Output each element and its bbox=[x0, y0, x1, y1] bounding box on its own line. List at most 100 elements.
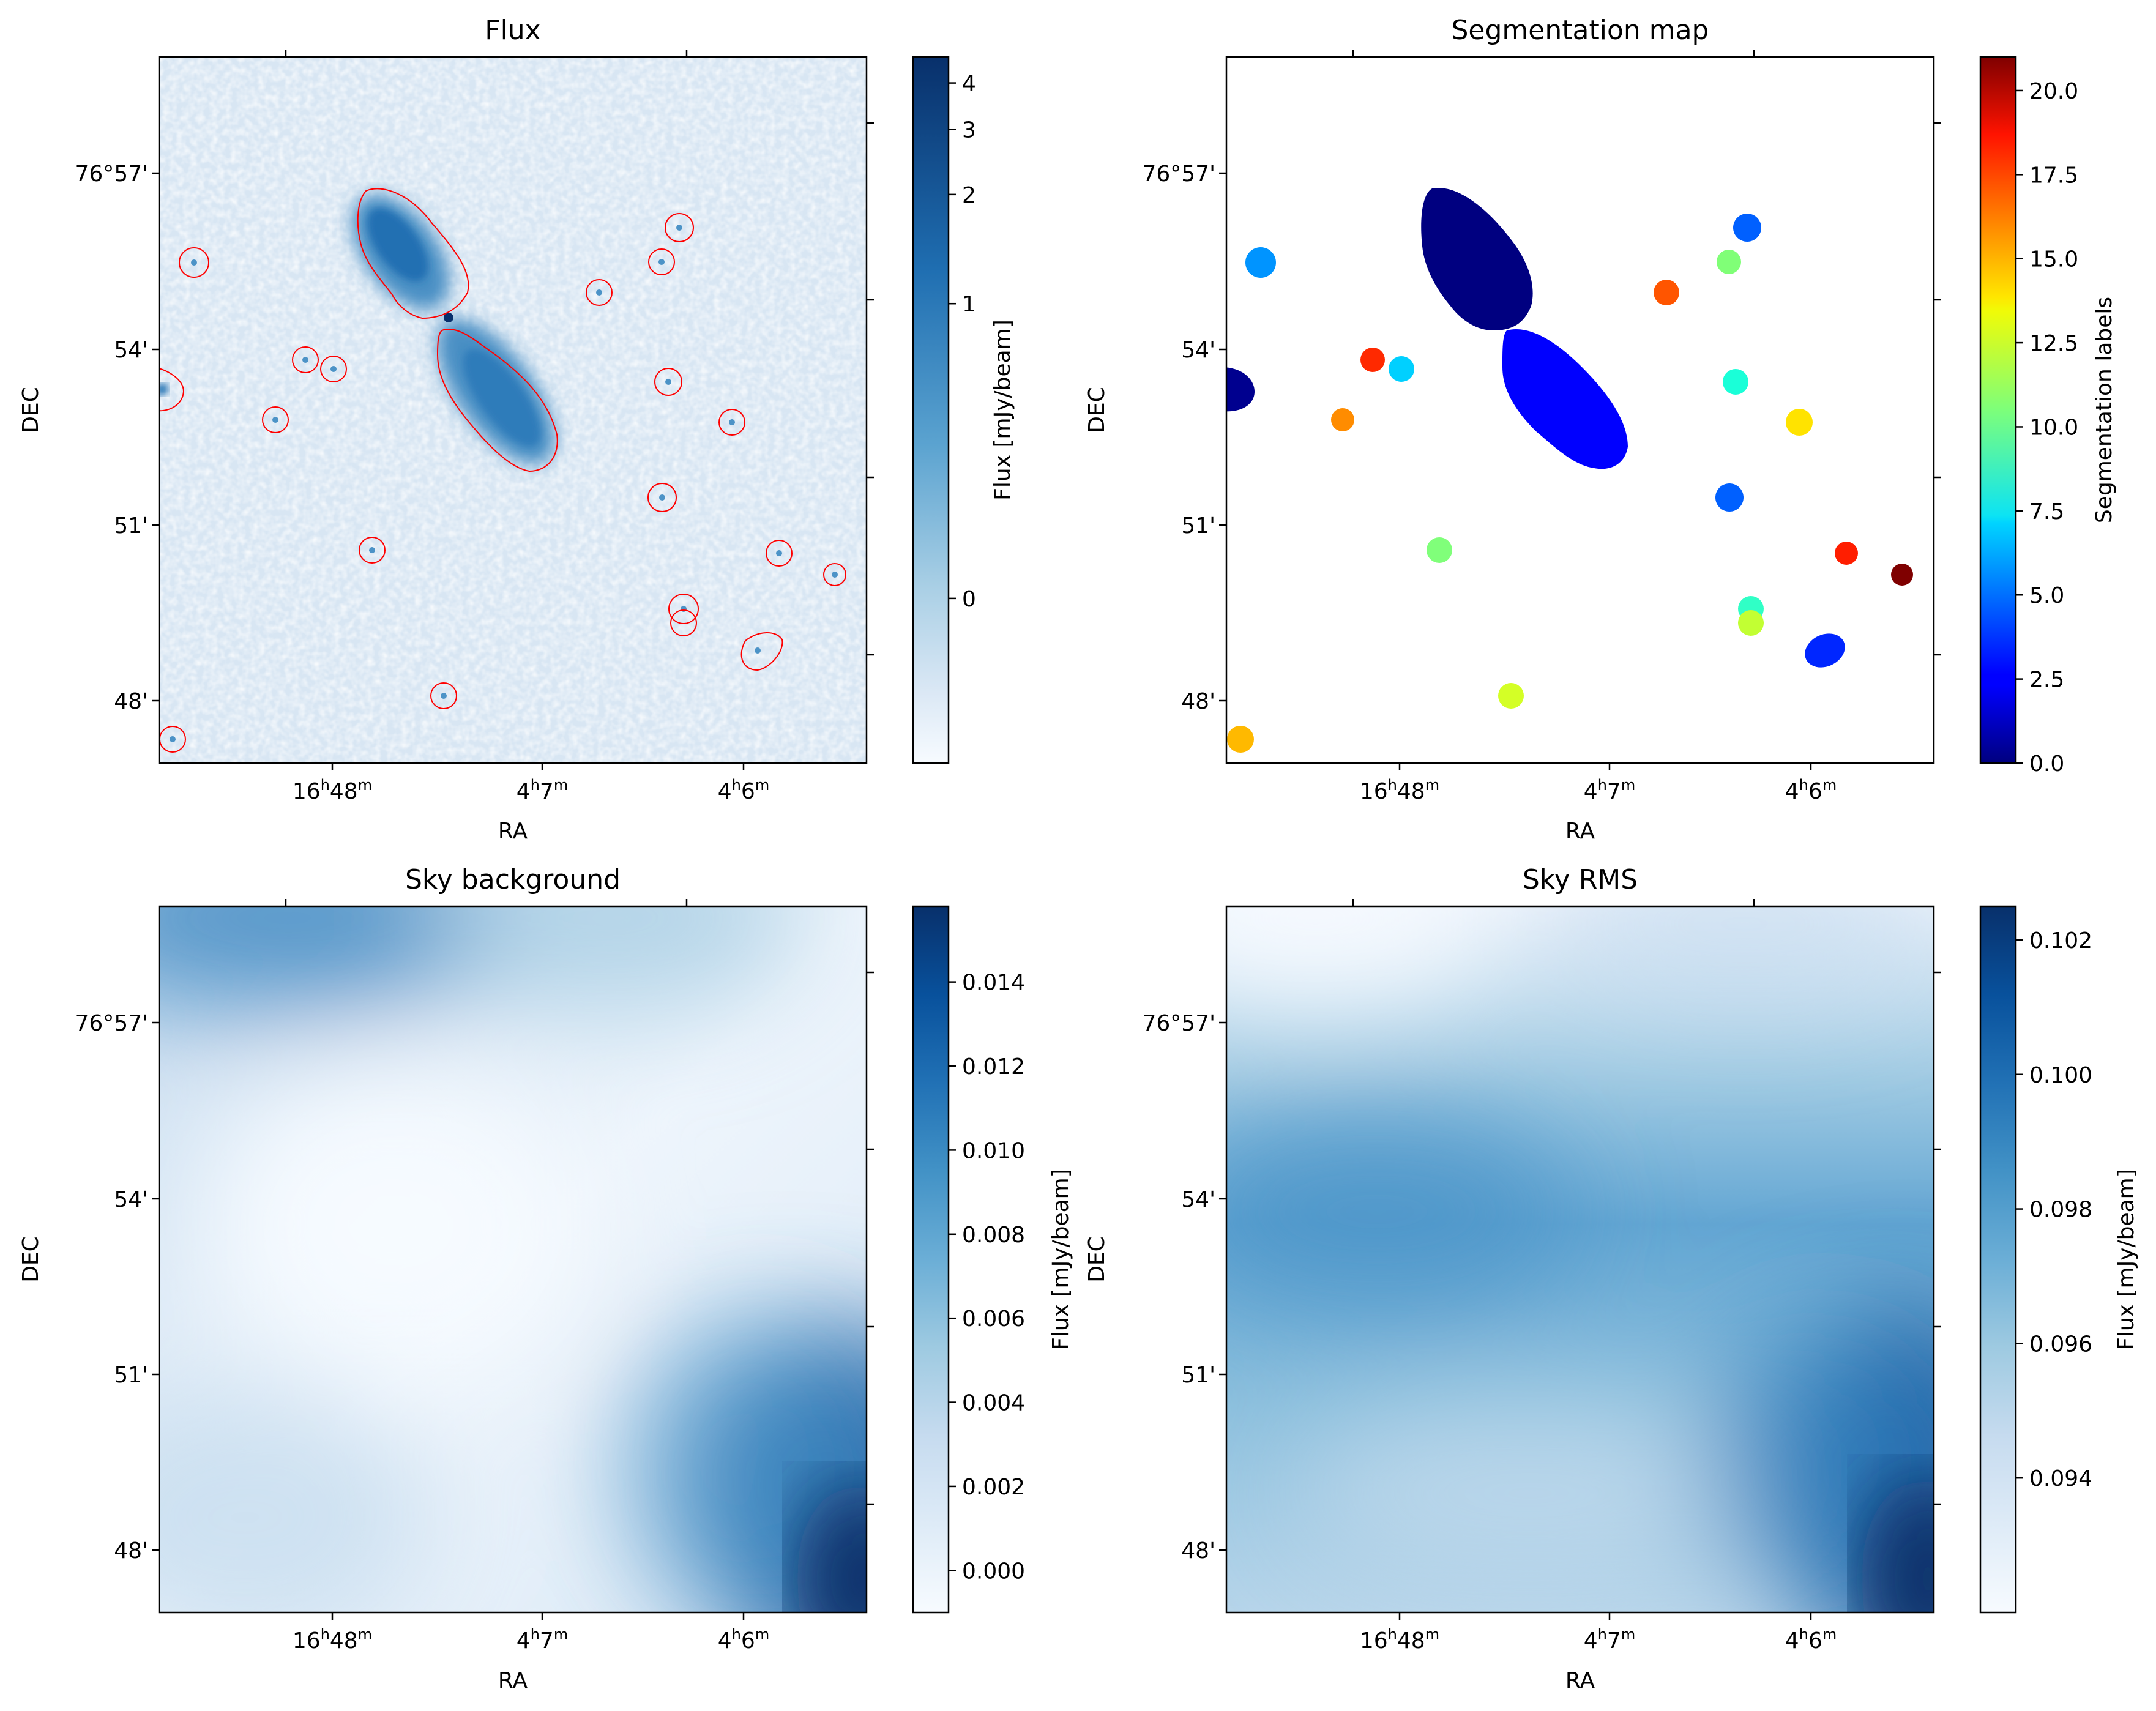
segment-blob bbox=[1227, 726, 1254, 753]
segment-blob bbox=[1717, 250, 1741, 274]
compact-source bbox=[676, 225, 682, 231]
colorbar-tick-label: 5.0 bbox=[2029, 583, 2064, 608]
skyrms-ylabel: DEC bbox=[1084, 1236, 1110, 1283]
colorbar-tick-label: 12.5 bbox=[2029, 331, 2078, 356]
flux-axes-frame bbox=[158, 56, 868, 764]
colorbar-tick-label: 0.006 bbox=[962, 1307, 1025, 1332]
colorbar-tick-label: 17.5 bbox=[2029, 163, 2078, 188]
compact-source bbox=[170, 736, 176, 742]
x-tick-label: 4h6m bbox=[1785, 1626, 1837, 1653]
x-tick-label: 4h7m bbox=[517, 777, 568, 804]
skybg-title: Sky background bbox=[405, 864, 621, 895]
compact-source bbox=[330, 366, 337, 372]
x-tick-label: 16h48m bbox=[1360, 1626, 1439, 1653]
colorbar-tick-label: 1 bbox=[962, 292, 976, 317]
y-tick-label: 76°57' bbox=[1142, 1011, 1215, 1036]
compact-source bbox=[369, 547, 375, 553]
flux-title: Flux bbox=[485, 15, 540, 46]
skyrms-colorbar-label: Flux [mJy/beam] bbox=[2114, 1169, 2139, 1350]
skyrms-axes-frame bbox=[1225, 905, 1935, 1614]
compact-source bbox=[729, 419, 735, 425]
colorbar-tick-label: 0.002 bbox=[962, 1475, 1025, 1500]
colorbar-tick-label: 0.012 bbox=[962, 1054, 1025, 1079]
x-tick-label: 16h48m bbox=[1360, 777, 1439, 804]
compact-source bbox=[681, 606, 687, 612]
colorbar-tick-label: 2 bbox=[962, 183, 976, 208]
seg-axes-frame bbox=[1225, 56, 1935, 764]
x-tick-label: 4h6m bbox=[718, 1626, 769, 1653]
compact-source bbox=[665, 379, 671, 385]
colorbar-tick-label: 15.0 bbox=[2029, 247, 2078, 272]
flux-ticks: 16h48m 4h7m 4h6m 76°57' 54' 51' 48' bbox=[75, 50, 874, 804]
compact-source bbox=[658, 259, 665, 265]
flux-xlabel: RA bbox=[498, 819, 528, 844]
y-tick-label: 54' bbox=[114, 1187, 148, 1212]
skybg-colorbar-label: Flux [mJy/beam] bbox=[1048, 1169, 1073, 1350]
skyrms-ticks: 16h48m 4h7m 4h6m 76°57' 54' 51' 48' bbox=[1142, 899, 1941, 1653]
segment-blob bbox=[1733, 214, 1761, 242]
colorbar-tick-label: 2.5 bbox=[2029, 668, 2064, 693]
colorbar-tick-label: 4 bbox=[962, 72, 976, 97]
y-tick-label: 51' bbox=[1181, 1363, 1215, 1388]
x-tick-label: 4h7m bbox=[517, 1626, 568, 1653]
y-tick-label: 48' bbox=[114, 689, 148, 714]
segmentation-image bbox=[1226, 57, 1934, 763]
segment-blob bbox=[1654, 280, 1679, 305]
segment-blob bbox=[1389, 356, 1414, 382]
compact-source bbox=[302, 357, 308, 363]
segment-label-1 bbox=[1226, 367, 1255, 412]
y-tick-label: 48' bbox=[114, 1538, 148, 1564]
y-tick-label: 54' bbox=[1181, 338, 1215, 363]
segment-blob bbox=[1805, 633, 1845, 668]
segment-blob bbox=[1738, 610, 1764, 636]
segment-blob bbox=[1723, 369, 1748, 395]
skyrms-colorbar bbox=[1979, 905, 2017, 1614]
y-tick-label: 54' bbox=[1181, 1187, 1215, 1212]
seg-colorbar-label: Segmentation labels bbox=[2092, 297, 2117, 523]
skybg-image bbox=[159, 906, 867, 1612]
panel-sky-background: Sky background RA DEC 16h48m 4h7m 4h6m 76°5… bbox=[18, 864, 1073, 1693]
skybg-axes-frame bbox=[158, 905, 868, 1614]
colorbar-tick-label: 0.098 bbox=[2029, 1198, 2092, 1223]
x-tick-label: 4h6m bbox=[1785, 777, 1837, 804]
y-tick-label: 48' bbox=[1181, 1538, 1215, 1564]
y-tick-label: 48' bbox=[1181, 689, 1215, 714]
y-tick-label: 51' bbox=[114, 513, 148, 539]
y-tick-label: 76°57' bbox=[75, 162, 148, 187]
segment-blob bbox=[1786, 409, 1813, 436]
y-tick-label: 51' bbox=[1181, 513, 1215, 539]
compact-source bbox=[191, 259, 197, 266]
compact-source bbox=[596, 289, 602, 296]
y-tick-label: 76°57' bbox=[75, 1011, 148, 1036]
x-tick-label: 16h48m bbox=[293, 1626, 372, 1653]
seg-ylabel: DEC bbox=[1084, 387, 1110, 433]
segment-blob bbox=[1245, 247, 1276, 278]
segment-blob bbox=[1835, 542, 1858, 565]
colorbar-tick-label: 3 bbox=[962, 117, 976, 143]
segment-blob bbox=[1498, 683, 1524, 709]
skyrms-title: Sky RMS bbox=[1523, 864, 1638, 895]
colorbar-tick-label: 0.096 bbox=[2029, 1332, 2092, 1357]
skyrms-colorbar-ticks: 0.094 0.096 0.098 0.100 0.102 bbox=[2016, 928, 2092, 1491]
y-tick-label: 51' bbox=[114, 1363, 148, 1388]
segment-blob bbox=[1427, 537, 1452, 563]
compact-source bbox=[441, 693, 447, 699]
compact-source bbox=[659, 494, 665, 501]
skybg-colorbar-ticks: 0.000 0.002 0.004 0.006 0.008 0.010 0.012 0.014 bbox=[949, 971, 1025, 1584]
compact-source bbox=[272, 417, 278, 423]
colorbar-tick-label: 0.100 bbox=[2029, 1063, 2092, 1088]
panel-sky-rms: Sky RMS RA DEC 16h48m 4h7m 4h6m 76°57' 54' 51… bbox=[1084, 864, 2139, 1693]
seg-ticks: 16h48m 4h7m 4h6m 76°57' 54' 51' 48' bbox=[1142, 50, 1941, 804]
flux-colorbar-ticks: 0 1 2 3 4 bbox=[949, 72, 976, 612]
colorbar-tick-label: 0.008 bbox=[962, 1223, 1025, 1248]
skybg-colorbar bbox=[912, 905, 950, 1614]
colorbar-tick-label: 7.5 bbox=[2029, 499, 2064, 524]
colorbar-tick-label: 0.094 bbox=[2029, 1466, 2092, 1491]
x-tick-label: 16h48m bbox=[293, 777, 372, 804]
compact-source bbox=[832, 572, 838, 578]
flux-ylabel: DEC bbox=[18, 387, 43, 433]
colorbar-tick-label: 0.000 bbox=[962, 1559, 1025, 1584]
skyrms-xlabel: RA bbox=[1565, 1668, 1595, 1693]
panel-flux: Flux RA DEC 16h48m 4h7m 4h6m 76°57' 54' 51' 48… bbox=[18, 15, 1015, 844]
